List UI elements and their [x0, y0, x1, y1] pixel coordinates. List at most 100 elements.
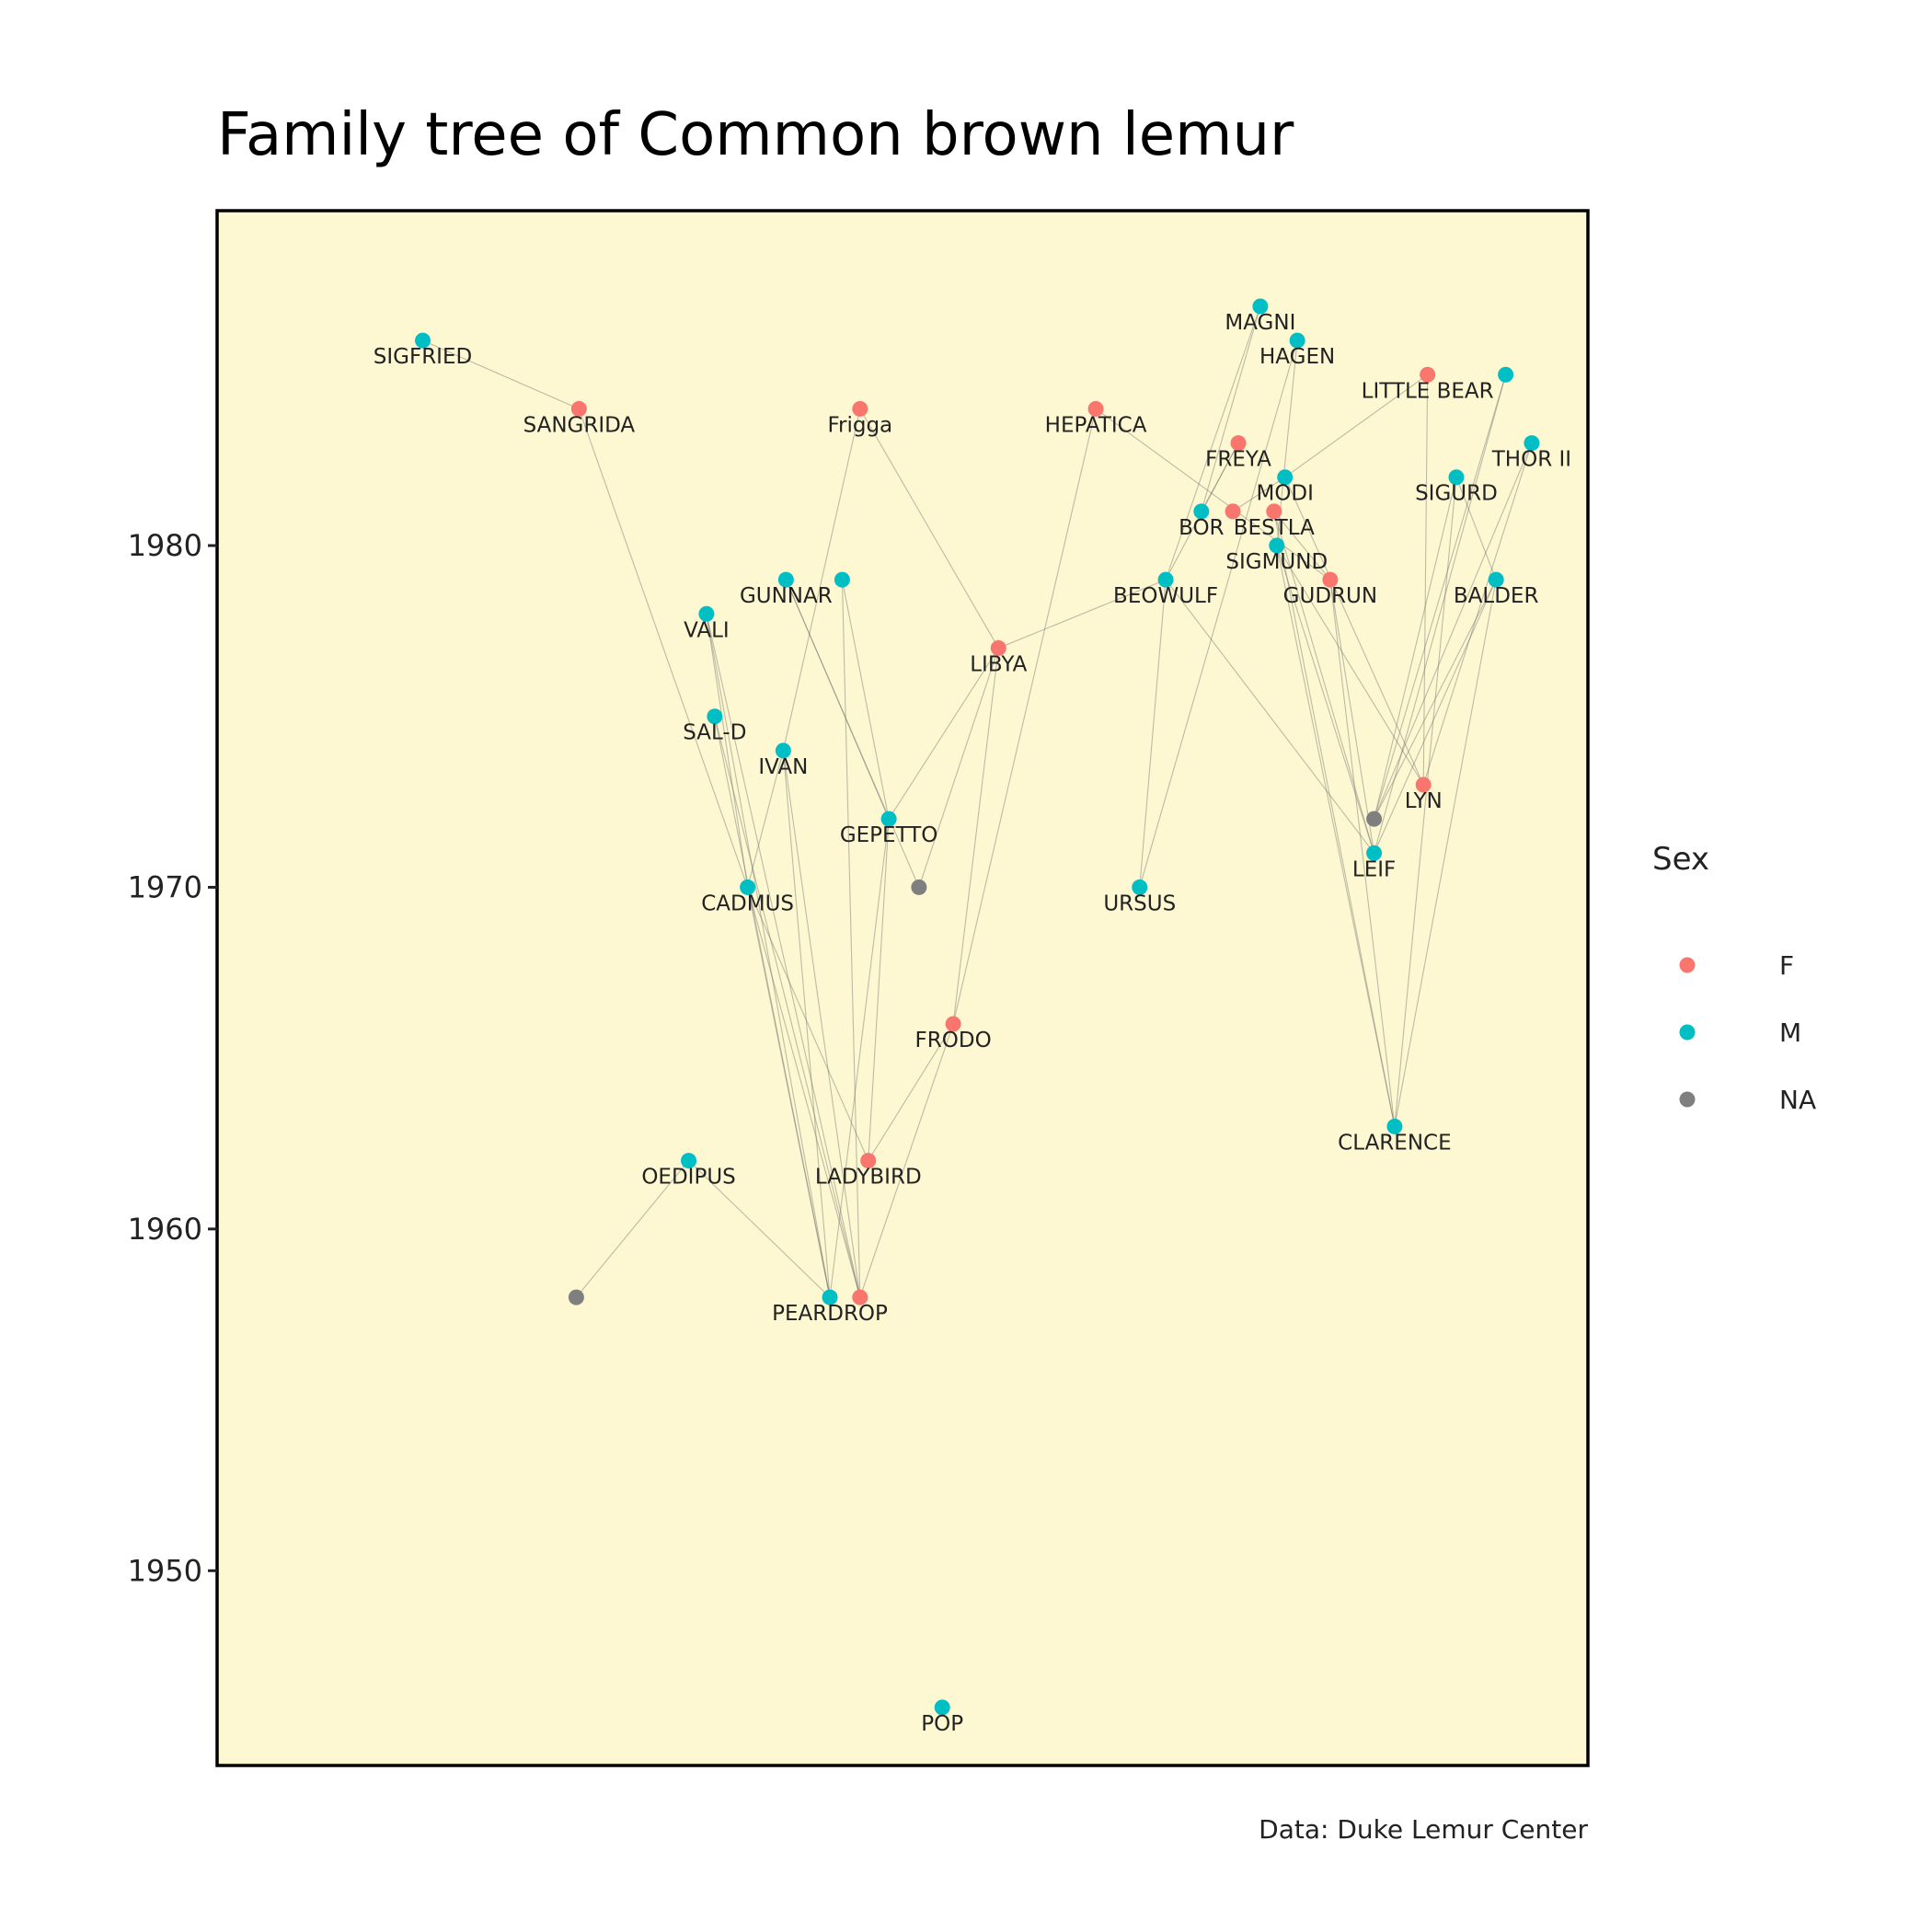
node-magni — [1252, 298, 1269, 315]
edge-hepatica-frodo — [952, 408, 1097, 1025]
node-label-clarence: CLARENCE — [1338, 1131, 1451, 1155]
node-gepetto-na — [911, 879, 927, 895]
node-thor-ii — [1524, 435, 1540, 452]
node-label-bor: BOR — [1179, 516, 1224, 540]
edge-bestla-leif — [1273, 511, 1375, 854]
chart-title: Family tree of Common brown lemur — [217, 101, 1294, 169]
edge-freya-bor — [1201, 443, 1239, 512]
node-sigurd — [1448, 469, 1465, 486]
node-modi — [1277, 469, 1294, 486]
edge-frigga-libya — [859, 408, 999, 649]
node-label-beowulf: BEOWULF — [1113, 584, 1218, 608]
edge-sigmund-clarence — [1276, 545, 1396, 1127]
edge-gunnar-gepetto — [785, 579, 890, 820]
edge-gudrun-leif — [1329, 580, 1375, 854]
node-ladybird — [860, 1153, 877, 1169]
legend-label-M: M — [1779, 1018, 1801, 1048]
edge-sigurd-balder — [1455, 477, 1497, 581]
node-ivan — [775, 742, 791, 759]
node-oedipus-na — [568, 1289, 584, 1305]
edge-hepatica-gudrun — [1095, 408, 1331, 581]
edge-magni-bor — [1201, 305, 1261, 512]
node-cadmus — [740, 879, 756, 895]
edge-vali-cadmus — [706, 614, 749, 888]
edge-frodo-peardrop-f — [859, 1023, 954, 1298]
node-gudrun — [1322, 571, 1339, 588]
edge-little-bear-lyn — [1422, 374, 1429, 786]
legend-label-F: F — [1779, 950, 1794, 981]
node-frodo — [945, 1016, 961, 1032]
node-label-vali: VALI — [684, 618, 730, 642]
edge-gudrun-clarence — [1329, 580, 1396, 1127]
legend-key-NA — [1679, 1091, 1696, 1108]
edge-ivan-peardrop — [782, 750, 831, 1298]
edge-little-bear-m-leif — [1374, 374, 1507, 854]
node-peardrop — [822, 1289, 838, 1305]
nodes-layer — [415, 298, 1540, 1716]
y-axis: 1950 1960 1970 1980 — [128, 528, 217, 1588]
legend-title: Sex — [1652, 841, 1709, 878]
plot-panel — [217, 211, 1588, 1765]
edge-beowulf-leif — [1165, 579, 1374, 854]
node-sal-d — [707, 708, 723, 725]
edge-oedipus-peardrop — [688, 1160, 831, 1298]
edge-balder-lyn-na — [1374, 579, 1497, 820]
chart-caption: Data: Duke Lemur Center — [1259, 1814, 1588, 1845]
edge-cadmus-peardrop-f — [747, 887, 861, 1298]
y-tick-label-1970: 1970 — [128, 869, 202, 904]
node-label-magni: MAGNI — [1225, 311, 1295, 335]
node-label-leif: LEIF — [1352, 857, 1396, 881]
node-ursus — [1132, 879, 1148, 895]
node-little-bear — [1420, 366, 1436, 383]
node-gepetto — [880, 811, 897, 827]
edge-bestla-clarence — [1273, 511, 1396, 1127]
edge-thor-ii-lyn — [1422, 443, 1533, 786]
node-lyn-na — [1366, 811, 1383, 827]
node-label-modi: MODI — [1256, 482, 1313, 506]
node-label-gudrun: GUDRUN — [1283, 584, 1377, 608]
node-label-thor-ii: THOR II — [1491, 448, 1571, 472]
legend: Sex F M NA — [1652, 841, 1816, 1115]
node-libya — [990, 639, 1006, 656]
node-label-frodo: FRODO — [915, 1029, 992, 1052]
y-tick-label-1980: 1980 — [128, 528, 202, 563]
edge-ivan-cadmus — [747, 750, 784, 888]
node-label-ladybird: LADYBIRD — [815, 1166, 922, 1190]
edge-libya-gepetto-na — [918, 648, 999, 888]
node-label-frigga: Frigga — [827, 413, 892, 437]
node-label-sal-d: SAL-D — [683, 721, 746, 745]
node-label-pop: POP — [921, 1712, 963, 1736]
edge-sal-d-peardrop — [714, 716, 831, 1298]
node-label-lyn: LYN — [1405, 789, 1443, 813]
node-label-bestla: BESTLA — [1234, 516, 1315, 540]
node-lyn — [1415, 776, 1432, 793]
node-leif — [1366, 845, 1383, 861]
node-label-hepatica: HEPATICA — [1045, 413, 1147, 437]
node-label-ursus: URSUS — [1103, 891, 1176, 915]
edge-gunnar-2-gepetto — [841, 580, 890, 820]
node-clarence — [1386, 1118, 1403, 1134]
edge-modi-lyn — [1284, 477, 1424, 786]
node-sigfried — [415, 332, 431, 349]
edge-balder-clarence — [1394, 580, 1497, 1127]
edge-gepetto-peardrop — [829, 819, 890, 1298]
node-peardrop-f — [852, 1289, 868, 1305]
node-label-little-bear: LITTLE BEAR — [1362, 379, 1494, 403]
node-label-gepetto: GEPETTO — [840, 823, 938, 847]
edge-cadmus-ladybird — [747, 887, 869, 1161]
labels-layer: SIGFRIED SANGRIDA Frigga HEPATICA MAGNI HAGEN… — [374, 311, 1571, 1736]
node-sangrida — [570, 400, 587, 417]
edge-libya-frodo — [952, 648, 999, 1025]
node-pop — [934, 1699, 950, 1716]
edge-beowulf-ursus — [1139, 580, 1167, 888]
node-label-libya: LIBYA — [970, 652, 1027, 676]
legend-label-NA: NA — [1779, 1085, 1816, 1115]
edge-sal-d-peardrop-f — [714, 716, 861, 1298]
edge-balder-leif — [1374, 579, 1497, 854]
legend-entries: F M NA — [1679, 950, 1816, 1115]
node-bor-f — [1225, 503, 1241, 520]
legend-key-M — [1679, 1024, 1696, 1041]
edge-frigga-ivan — [782, 408, 861, 751]
edge-sigmund-leif — [1276, 545, 1375, 854]
edge-gunnar-gepetto-na — [785, 579, 920, 888]
